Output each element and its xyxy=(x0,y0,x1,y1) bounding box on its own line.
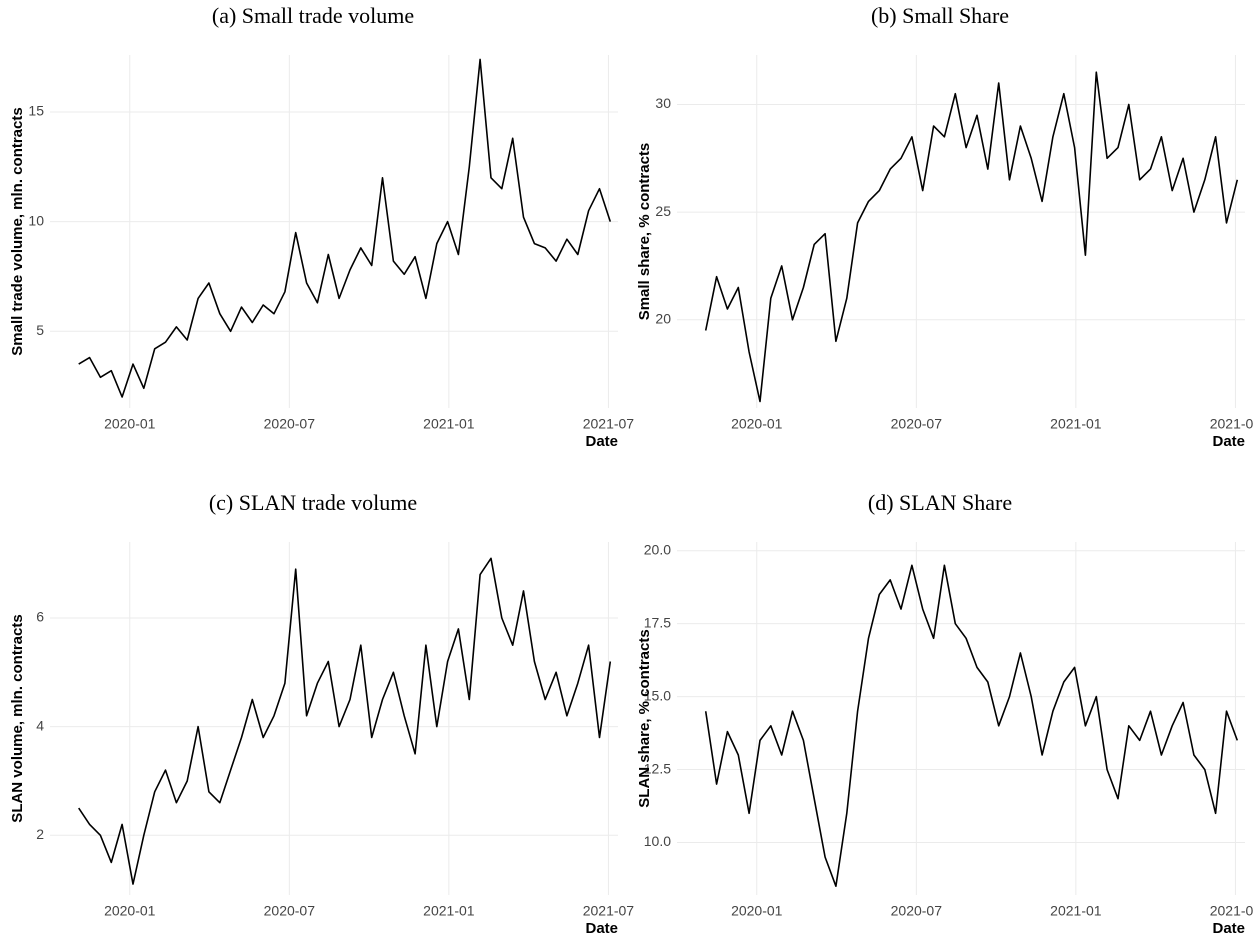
x-tick-label: 2021-01 xyxy=(1050,416,1102,432)
chart-title: (c) SLAN trade volume xyxy=(209,490,417,515)
x-tick-label: 2021-01 xyxy=(1050,903,1102,919)
y-axis-title: Small share, % contracts xyxy=(636,143,653,321)
y-tick-label: 15.0 xyxy=(644,687,671,703)
chart-title: (a) Small trade volume xyxy=(212,3,414,28)
x-tick-label: 2020-07 xyxy=(264,416,316,432)
y-tick-label: 17.5 xyxy=(644,614,671,630)
x-tick-label: 2021-01 xyxy=(423,416,475,432)
y-tick-label: 25 xyxy=(655,203,671,219)
x-tick-label: 2020-01 xyxy=(731,416,783,432)
y-tick-label: 4 xyxy=(36,717,44,733)
x-tick-label: 2020-07 xyxy=(891,903,943,919)
y-tick-label: 30 xyxy=(655,95,671,111)
data-line xyxy=(78,58,612,398)
x-tick-label: 2020-01 xyxy=(731,903,783,919)
y-tick-label: 5 xyxy=(36,322,44,338)
y-tick-label: 20.0 xyxy=(644,541,671,557)
y-tick-label: 10 xyxy=(28,212,44,228)
x-tick-label: 2021-07 xyxy=(1210,903,1253,919)
y-tick-label: 6 xyxy=(36,609,44,625)
y-tick-label: 20 xyxy=(655,310,671,326)
data-line xyxy=(78,557,612,885)
x-tick-label: 2020-07 xyxy=(264,903,316,919)
y-axis-title: Small trade volume, mln. contracts xyxy=(9,107,26,355)
x-axis-title: Date xyxy=(585,433,618,450)
chart-title: (d) SLAN Share xyxy=(868,490,1012,515)
x-tick-label: 2020-07 xyxy=(891,416,943,432)
x-tick-label: 2021-07 xyxy=(583,416,635,432)
y-tick-label: 10.0 xyxy=(644,833,671,849)
y-axis-title: SLAN share, % contracts xyxy=(636,629,653,807)
data-line xyxy=(704,564,1239,887)
y-tick-label: 2 xyxy=(36,826,44,842)
y-axis-title: SLAN volume, mln. contracts xyxy=(9,614,26,822)
x-axis-title: Date xyxy=(1212,920,1245,937)
x-tick-label: 2021-07 xyxy=(583,903,635,919)
y-tick-label: 15 xyxy=(28,103,44,119)
y-tick-label: 12.5 xyxy=(644,760,671,776)
x-axis-title: Date xyxy=(1212,433,1245,450)
x-tick-label: 2021-01 xyxy=(423,903,475,919)
x-tick-label: 2021-07 xyxy=(1210,416,1253,432)
x-tick-label: 2020-01 xyxy=(104,903,156,919)
data-line xyxy=(704,71,1239,403)
x-tick-label: 2020-01 xyxy=(104,416,156,432)
x-axis-title: Date xyxy=(585,920,618,937)
chart-title: (b) Small Share xyxy=(871,3,1009,28)
